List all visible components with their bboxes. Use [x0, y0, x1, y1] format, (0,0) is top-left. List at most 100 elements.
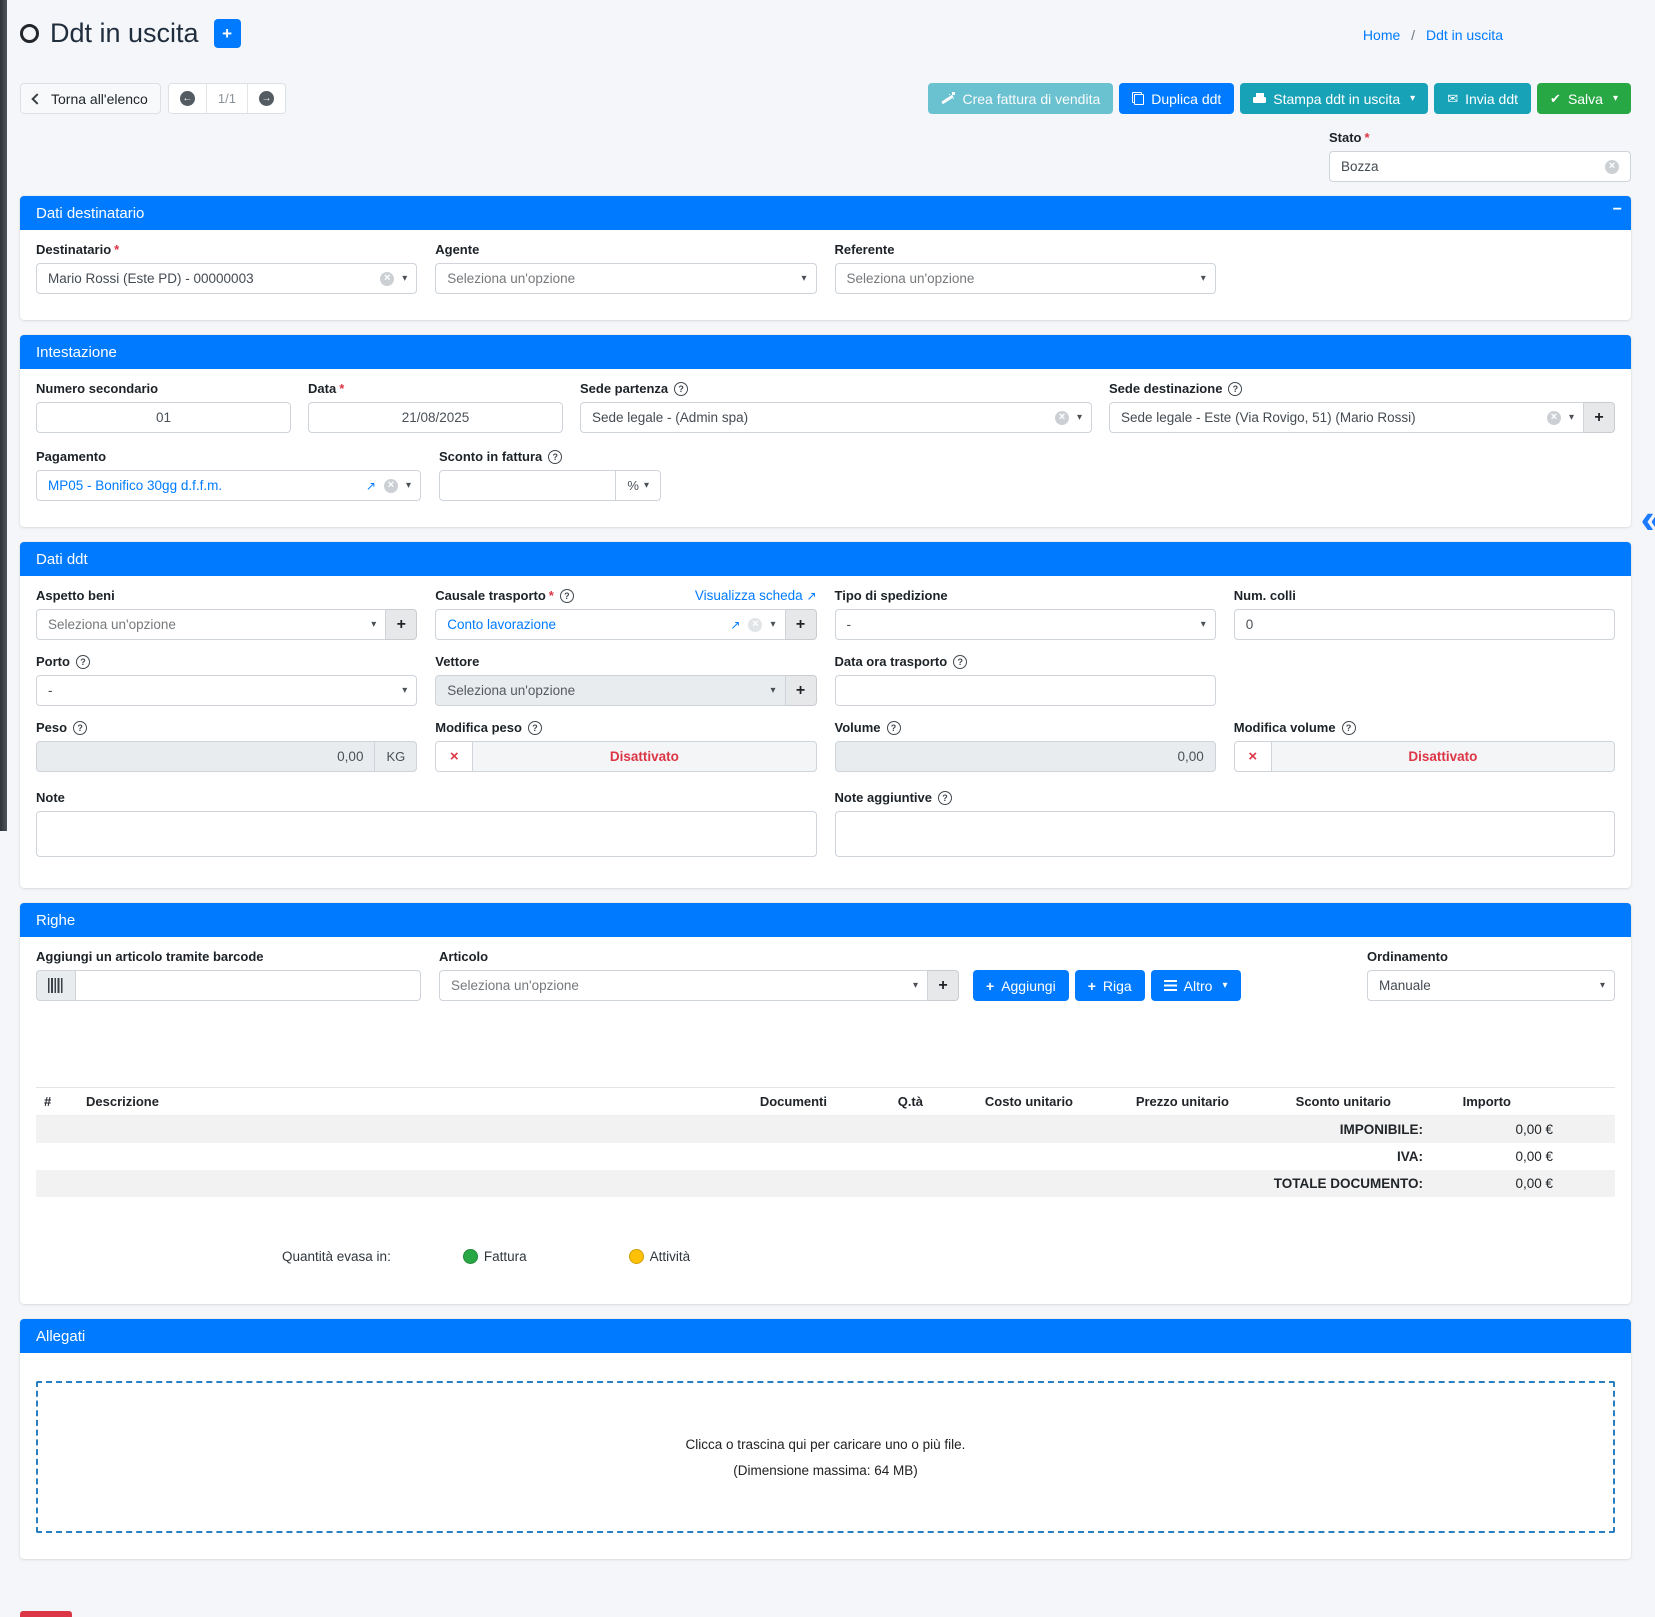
back-to-list-button[interactable]: Torna all'elenco	[20, 83, 161, 114]
help-icon[interactable]: ?	[886, 720, 901, 735]
delete-button[interactable]	[20, 1611, 72, 1617]
help-icon[interactable]: ?	[1228, 381, 1243, 396]
section-intestazione: Intestazione Numero secondario Data* Sed…	[20, 335, 1631, 527]
help-icon[interactable]: ?	[75, 654, 90, 669]
section-header-dati-destinatario[interactable]: Dati destinatario −	[20, 196, 1631, 230]
external-link-icon[interactable]: ↗	[730, 617, 741, 632]
add-articolo-button[interactable]: +	[928, 970, 959, 1001]
numero-secondario-input[interactable]	[36, 402, 291, 433]
sede-partenza-select[interactable]: Sede legale - (Admin spa) × ▾	[580, 402, 1092, 433]
panel-toggle-chevron-icon[interactable]: «	[1641, 498, 1655, 540]
breadcrumb-home-link[interactable]: Home	[1362, 27, 1401, 43]
visualizza-scheda-link[interactable]: Visualizza scheda ↗	[695, 588, 817, 603]
check-icon: ✔	[1550, 91, 1561, 106]
page-header: Ddt in uscita + Home / Ddt in uscita	[20, 18, 1631, 49]
data-input[interactable]	[308, 402, 563, 433]
agente-field: Agente Seleziona un'opzione ▾	[435, 242, 817, 294]
clear-icon[interactable]: ×	[1546, 410, 1561, 425]
note-label: Note	[36, 790, 65, 805]
prev-record-button[interactable]: ←	[168, 84, 206, 113]
help-icon[interactable]: ?	[1341, 720, 1356, 735]
file-dropzone[interactable]: Clicca o trascina qui per caricare uno o…	[36, 1381, 1615, 1533]
section-header-allegati[interactable]: Allegati	[20, 1319, 1631, 1353]
aggiungi-button[interactable]: + Aggiungi	[973, 970, 1069, 1001]
help-icon[interactable]: ?	[953, 654, 968, 669]
module-circle-icon	[20, 24, 39, 43]
articolo-select[interactable]: Seleziona un'opzione ▾	[439, 970, 928, 1001]
aspetto-beni-select[interactable]: Seleziona un'opzione ▾	[36, 609, 387, 640]
data-ora-trasporto-input[interactable]	[834, 675, 1216, 706]
note-textarea[interactable]	[36, 811, 817, 857]
vettore-field: Vettore Seleziona un'opzione ▾ +	[435, 654, 817, 706]
print-ddt-button[interactable]: Stampa ddt in uscita ▾	[1240, 83, 1429, 114]
vettore-placeholder: Seleziona un'opzione	[447, 683, 576, 698]
modifica-volume-toggle[interactable]: ×	[1233, 741, 1272, 772]
plus-icon: +	[1087, 977, 1096, 994]
save-button[interactable]: ✔ Salva ▾	[1537, 83, 1631, 114]
help-icon[interactable]: ?	[73, 720, 88, 735]
pagamento-select[interactable]: MP05 - Bonifico 30gg d.f.f.m. ↗ × ▾	[36, 470, 421, 501]
clear-icon[interactable]: ×	[1054, 410, 1069, 425]
tipo-spedizione-select[interactable]: - ▾	[834, 609, 1216, 640]
clear-icon[interactable]: ×	[380, 271, 395, 286]
sconto-unit-dropdown[interactable]: % ▾	[616, 470, 661, 501]
collapse-icon[interactable]: −	[1612, 201, 1622, 218]
plus-icon: +	[986, 977, 995, 994]
section-header-righe[interactable]: Righe	[20, 903, 1631, 937]
send-ddt-button[interactable]: ✉ Invia ddt	[1434, 83, 1532, 114]
next-record-button[interactable]: →	[246, 84, 285, 113]
referente-label: Referente	[834, 242, 895, 257]
add-sede-button[interactable]: +	[1584, 402, 1615, 433]
modifica-peso-toggle[interactable]: ×	[435, 741, 474, 772]
help-icon[interactable]: ?	[938, 790, 953, 805]
clear-icon[interactable]: ×	[748, 617, 763, 632]
add-vettore-button[interactable]: +	[785, 675, 817, 706]
referente-select[interactable]: Seleziona un'opzione ▾	[834, 263, 1216, 294]
data-ora-trasporto-label: Data ora trasporto	[834, 654, 948, 669]
causale-trasporto-select[interactable]: Conto lavorazione ↗ × ▾	[435, 609, 786, 640]
riga-button[interactable]: + Riga	[1074, 970, 1145, 1001]
breadcrumb-current-link[interactable]: Ddt in uscita	[1425, 27, 1503, 43]
stato-label: Stato	[1329, 130, 1362, 145]
chevron-down-icon: ▾	[1200, 619, 1206, 630]
required-asterisk: *	[339, 381, 345, 396]
add-aspetto-button[interactable]: +	[386, 609, 418, 640]
modifica-peso-label: Modifica peso	[435, 720, 522, 735]
clear-icon[interactable]: ×	[383, 478, 398, 493]
help-icon[interactable]: ?	[527, 720, 542, 735]
sede-destinazione-select[interactable]: Sede legale - Este (Via Rovigo, 51) (Mar…	[1109, 402, 1584, 433]
new-record-button[interactable]: +	[213, 19, 241, 48]
create-invoice-button[interactable]: Crea fattura di vendita	[927, 83, 1114, 114]
section-title: Righe	[36, 911, 76, 929]
section-header-intestazione[interactable]: Intestazione	[20, 335, 1631, 369]
add-causale-button[interactable]: +	[785, 609, 817, 640]
duplicate-ddt-button[interactable]: Duplica ddt	[1119, 83, 1235, 114]
barcode-input[interactable]	[75, 970, 421, 1001]
required-asterisk: *	[114, 242, 120, 257]
external-link-icon[interactable]: ↗	[365, 478, 376, 493]
causale-trasporto-value[interactable]: Conto lavorazione	[447, 617, 557, 632]
sconto-fattura-input[interactable]	[439, 470, 617, 501]
destinatario-select[interactable]: Mario Rossi (Este PD) - 00000003 × ▾	[36, 263, 418, 294]
num-colli-input[interactable]	[1233, 609, 1615, 640]
chevron-left-icon	[31, 92, 43, 105]
vettore-select[interactable]: Seleziona un'opzione ▾	[435, 675, 786, 706]
create-invoice-label: Crea fattura di vendita	[962, 90, 1101, 107]
volume-input	[834, 741, 1216, 772]
porto-value: -	[48, 683, 53, 698]
note-aggiuntive-textarea[interactable]	[834, 811, 1615, 857]
modifica-peso-state: Disattivato	[473, 741, 817, 772]
stato-select[interactable]: Bozza ×	[1329, 151, 1631, 182]
pagamento-value[interactable]: MP05 - Bonifico 30gg d.f.f.m.	[48, 478, 223, 493]
clear-icon[interactable]: ×	[1605, 159, 1619, 174]
porto-select[interactable]: - ▾	[36, 675, 418, 706]
help-icon[interactable]: ?	[559, 588, 574, 603]
section-header-dati-ddt[interactable]: Dati ddt	[20, 542, 1631, 576]
altro-button[interactable]: Altro ▾	[1150, 970, 1241, 1001]
help-icon[interactable]: ?	[548, 449, 563, 464]
collapsed-sidebar-edge[interactable]	[0, 0, 7, 831]
help-icon[interactable]: ?	[674, 381, 689, 396]
ordinamento-select[interactable]: Manuale ▾	[1367, 970, 1615, 1001]
agente-select[interactable]: Seleziona un'opzione ▾	[435, 263, 817, 294]
sconto-fattura-label: Sconto in fattura	[439, 449, 543, 464]
